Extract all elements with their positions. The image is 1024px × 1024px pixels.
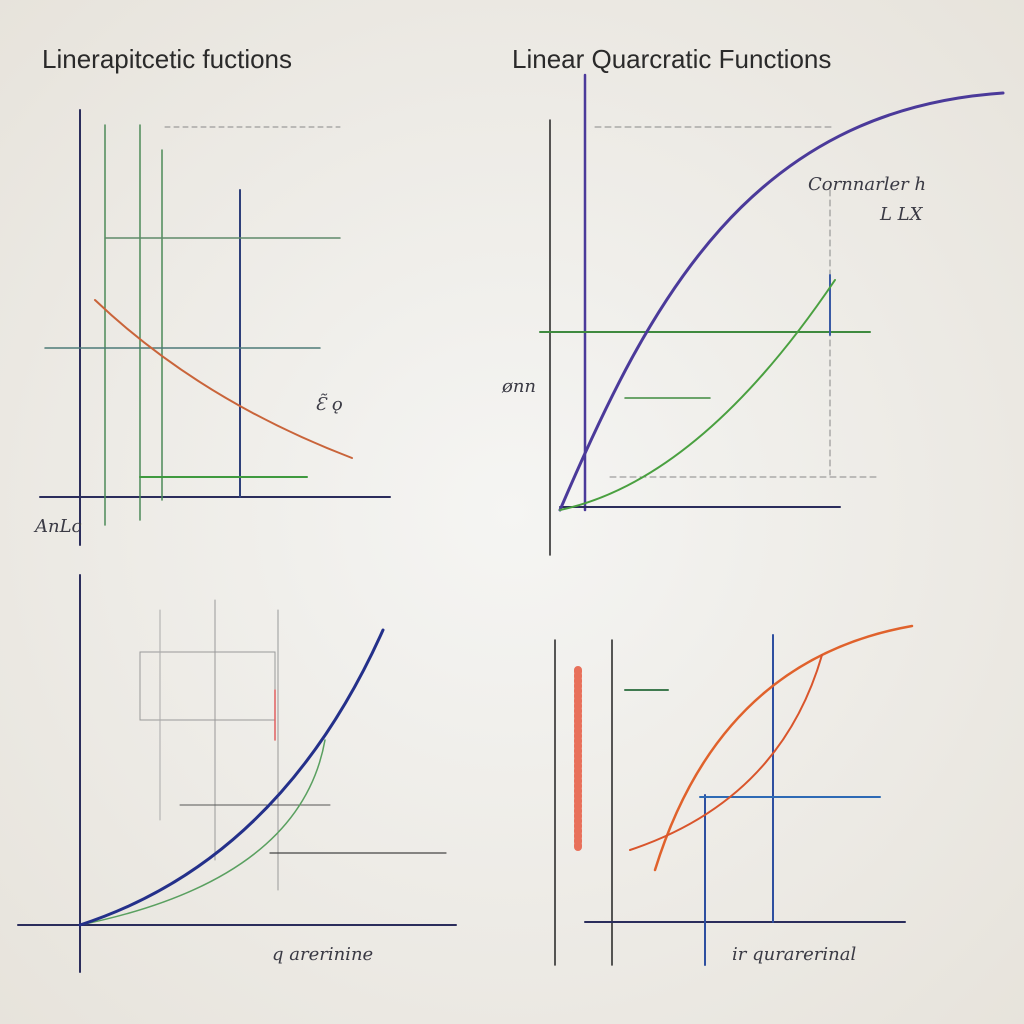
panel-bottom-right xyxy=(554,624,914,966)
panel-bottom-left xyxy=(17,574,457,973)
panel-top-right xyxy=(539,73,1005,556)
axis-label: q arerinine xyxy=(272,944,373,965)
annotation: L LX xyxy=(879,204,924,225)
panel-top-left xyxy=(39,109,391,546)
axis-label: AnLc xyxy=(33,516,82,537)
annotation: ønn xyxy=(501,376,536,397)
panel-title: Linerapitcetic fuctions xyxy=(42,44,292,74)
panel-title: Linear Quarcratic Functions xyxy=(512,44,831,74)
annotation: Ɛ̃ ǫ xyxy=(315,393,343,415)
annotation: Cornnarler h xyxy=(808,174,926,195)
axis-label: ir qurarerinal xyxy=(732,944,856,965)
